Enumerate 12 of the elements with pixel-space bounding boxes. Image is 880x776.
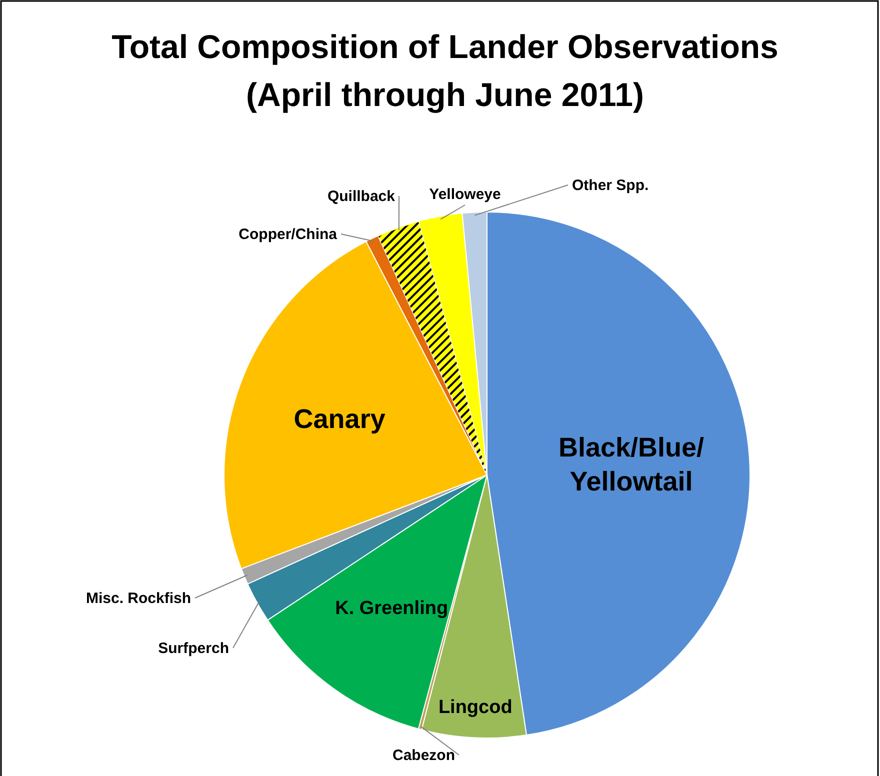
- slice-label: Surfperch: [158, 640, 229, 657]
- chart-title: Total Composition of Lander Observations (April through June 2011): [112, 28, 778, 113]
- slice-label: Cabezon: [392, 747, 455, 764]
- slice-label: Misc. Rockfish: [86, 590, 191, 607]
- slice-label: Canary: [294, 404, 386, 434]
- slice-label: Quillback: [327, 188, 396, 205]
- slice-label: Other Spp.: [572, 177, 649, 194]
- slice-label: K. Greenling: [335, 598, 448, 619]
- slice-label: Yelloweye: [429, 186, 501, 203]
- slice-label: Black/Blue/Yellowtail: [558, 432, 705, 496]
- slice-label: Lingcod: [438, 696, 512, 718]
- slice-label: Copper/China: [238, 226, 338, 243]
